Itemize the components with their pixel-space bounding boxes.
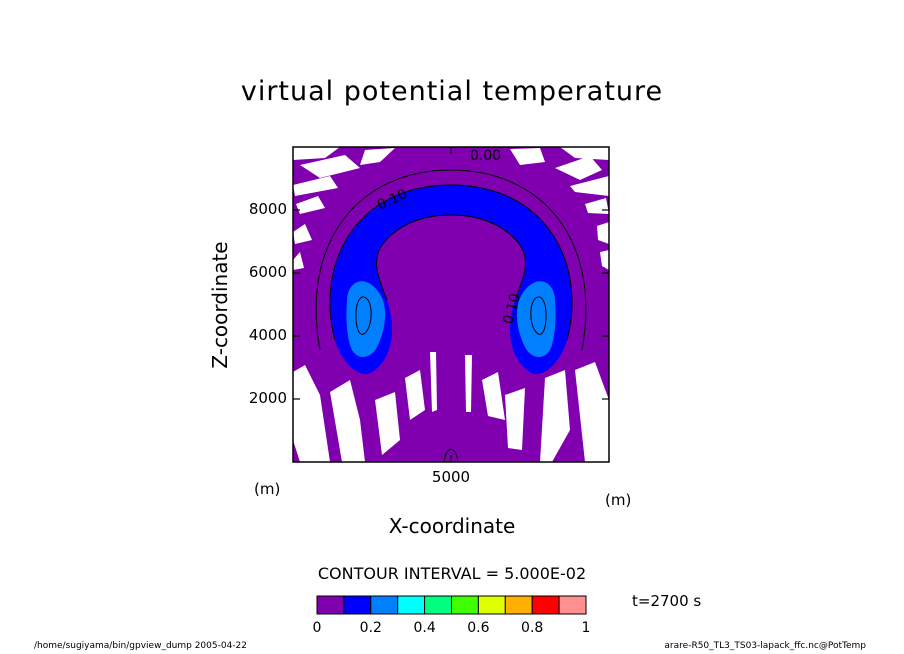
colorbar-tick-label: 0.4 <box>413 620 436 636</box>
colorbar-swatch <box>531 595 560 615</box>
contour-band-0.15-left <box>346 281 386 358</box>
colorbar-tick-label: 0 <box>312 620 322 636</box>
colorbar-swatch <box>397 595 426 615</box>
y-unit-label: (m) <box>605 491 632 509</box>
contour-band-0.10 <box>329 185 573 375</box>
contour-label-2: 0.10 <box>500 292 524 326</box>
colorbar-tick-label: 1 <box>581 620 591 636</box>
colorbar-swatch <box>558 595 587 615</box>
y-axis-label: Z-coordinate <box>208 241 232 369</box>
colorbar-swatch <box>343 595 372 615</box>
contour-lines <box>315 169 587 462</box>
footer-right: arare-R50_TL3_TS03-lapack_ffc.nc@PotTemp <box>664 641 866 651</box>
colorbar-swatch <box>424 595 453 615</box>
contour-band-0.15-right <box>516 281 556 358</box>
colorbar-swatch <box>370 595 399 615</box>
colorbar-tick-label: 0.6 <box>467 620 490 636</box>
white-noise-top-left <box>293 147 395 270</box>
x-unit-label: (m) <box>254 480 281 498</box>
chart-title: virtual potential temperature <box>240 76 664 107</box>
colorbar-swatch <box>504 595 533 615</box>
y-tick-label: 2000 <box>248 389 287 407</box>
white-noise-top-right <box>510 147 609 270</box>
colorbar-tick-label: 0.2 <box>359 620 382 636</box>
footer-left: /home/sugiyama/bin/gpview_dump 2005-04-2… <box>34 641 248 651</box>
time-label: t=2700 s <box>632 592 702 610</box>
colorbar <box>316 595 587 615</box>
y-tick-label: 4000 <box>248 326 287 344</box>
contour-field <box>293 147 609 462</box>
y-tick-label: 8000 <box>248 200 287 218</box>
x-axis-label: X-coordinate <box>388 514 516 538</box>
contour-interval-label: CONTOUR INTERVAL = 5.000E-02 <box>317 564 587 583</box>
axis-ticks <box>293 147 609 462</box>
contour-label-0: 0.00 <box>470 148 501 164</box>
colorbar-swatch <box>451 595 479 615</box>
colorbar-swatch <box>477 595 506 615</box>
colorbar-swatch <box>316 595 345 615</box>
white-noise-bottom <box>293 352 609 462</box>
y-tick-label: 6000 <box>248 263 287 281</box>
colorbar-tick-label: 0.8 <box>521 620 544 636</box>
x-tick-label: 5000 <box>431 468 471 486</box>
